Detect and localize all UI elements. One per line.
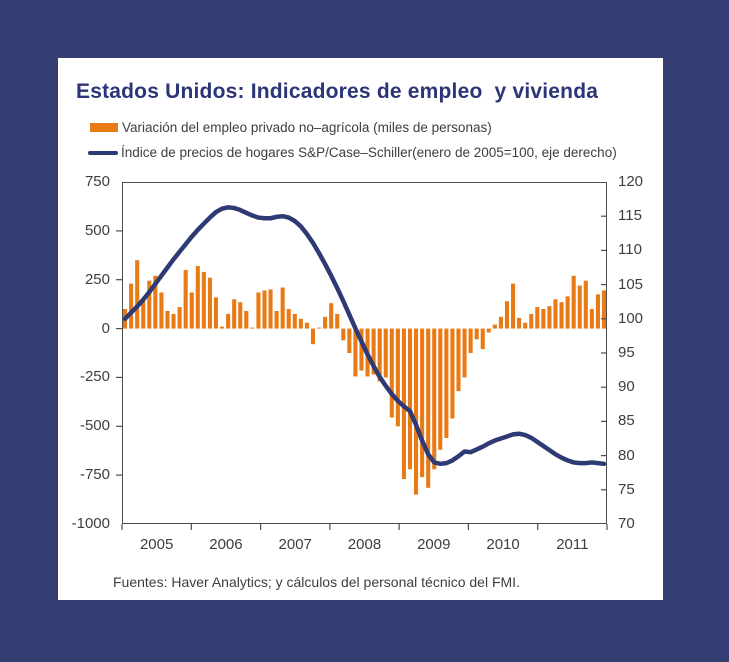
left-axis-tick-label: -500 xyxy=(79,417,110,435)
legend-label-employment: Variación del empleo privado no–agrícola… xyxy=(122,120,492,135)
left-axis-tick-label: -1000 xyxy=(71,515,110,532)
x-axis-tick-label: 2010 xyxy=(486,536,520,553)
right-axis-tick-label: 80 xyxy=(618,446,635,464)
right-axis-tick-label: 90 xyxy=(618,378,635,396)
left-axis-tick-label: -750 xyxy=(79,466,110,484)
x-axis-tick-label: 2009 xyxy=(417,536,451,553)
x-axis-tick-label: 2008 xyxy=(347,536,382,553)
chart-canvas xyxy=(116,182,608,530)
right-axis-tick-label: 110 xyxy=(618,241,642,259)
right-axis-tick-label: 85 xyxy=(618,412,635,430)
left-axis-tick-label: 750 xyxy=(84,173,110,190)
right-axis-tick-label: 105 xyxy=(618,275,644,293)
right-axis-tick-label: 95 xyxy=(618,344,635,361)
x-axis-tick-label: 2006 xyxy=(209,536,243,553)
right-axis-tick-label: 70 xyxy=(618,515,635,532)
right-axis-tick-label: 115 xyxy=(618,207,642,225)
source-note: Fuentes: Haver Analytics; y cálculos del… xyxy=(113,574,520,590)
x-axis-tick-label: 2011 xyxy=(556,536,589,553)
legend-item-employment: Variación del empleo privado no–agrícola… xyxy=(90,120,492,135)
left-axis-tick-label: -250 xyxy=(79,368,110,386)
bar-series-swatch-icon xyxy=(90,123,118,132)
legend-item-price-index: Índice de precios de hogares S&P/Case–Sc… xyxy=(88,145,617,160)
line-series-swatch-icon xyxy=(88,150,118,155)
right-axis-tick-label: 100 xyxy=(618,309,644,327)
left-axis-tick-label: 250 xyxy=(84,270,110,288)
chart-card: Estados Unidos: Indicadores de empleo y … xyxy=(58,58,663,600)
left-axis-tick-label: 0 xyxy=(101,319,110,337)
chart-title: Estados Unidos: Indicadores de empleo y … xyxy=(76,80,599,103)
legend-label-price-index: Índice de precios de hogares S&P/Case–Sc… xyxy=(121,145,617,160)
right-axis-tick-label: 75 xyxy=(618,480,635,498)
right-axis-tick-label: 120 xyxy=(618,173,644,190)
left-axis-tick-label: 500 xyxy=(84,221,110,239)
x-axis-tick-label: 2007 xyxy=(278,536,312,553)
x-axis-tick-label: 2005 xyxy=(139,536,174,553)
plot-area: 750 500 250 0 -250 -500 -750 -1000 120 115 110 105… xyxy=(58,58,663,600)
